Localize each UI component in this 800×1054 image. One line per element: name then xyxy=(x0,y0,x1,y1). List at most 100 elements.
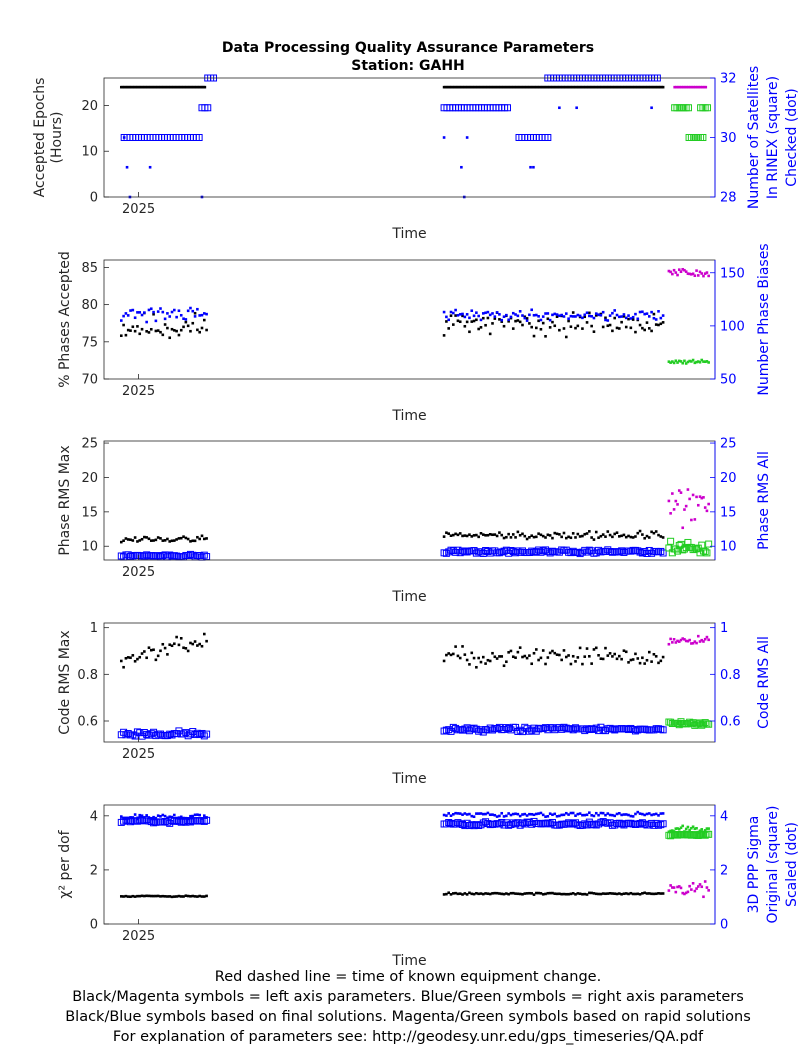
panel-5-series-4-point xyxy=(468,891,471,895)
panel-3-series-1-point xyxy=(147,537,151,541)
panel-2-series-3-point xyxy=(445,320,448,323)
panel-1-series-1-point xyxy=(657,85,661,89)
panel-3-series-3-point xyxy=(638,529,642,533)
panel-1-series-1-point xyxy=(643,85,646,89)
panel-2-series-2-point xyxy=(202,312,206,315)
panel-2-series-2-point xyxy=(186,309,190,313)
panel-1-series-1-point xyxy=(620,85,623,89)
panel-1-series-1-point xyxy=(591,85,594,89)
panel-4-series-3-point xyxy=(581,662,584,666)
panel-5-series-6-point xyxy=(488,813,492,816)
panel-5-series-4-point xyxy=(442,893,446,896)
panel-5-series-7-point xyxy=(679,886,683,890)
panel-5-series-6-point xyxy=(449,814,453,817)
panel-2-series-4-point xyxy=(581,316,584,320)
panel-1-series-1-point xyxy=(173,85,176,89)
panel-1-series-1-point xyxy=(635,85,639,89)
panel-5-series-3-point xyxy=(166,816,169,820)
panel-3-series-3-point xyxy=(539,533,543,537)
panel-4-series-4-point xyxy=(622,725,630,733)
panel-5-series-6-point xyxy=(643,813,646,817)
panel-5-series-1-point xyxy=(166,895,169,898)
panel-4-series-3-point xyxy=(488,659,492,663)
panel-2-series-4-point xyxy=(576,313,580,317)
panel-4-series-1-point xyxy=(200,644,204,648)
panel-5-series-5-point xyxy=(484,820,492,828)
panel-2-series-3-point xyxy=(567,319,570,323)
panel-4-series-3-point xyxy=(475,665,478,669)
panel-5-series-4-point xyxy=(650,892,653,896)
panel-2-series-6-point xyxy=(702,360,705,363)
panel-3-series-2-point xyxy=(147,552,155,560)
panel-5-series-4-point xyxy=(560,892,563,896)
panel-2-series-4-point xyxy=(461,312,464,316)
panel-2-series-4-point xyxy=(647,315,651,318)
panel-5-series-9-point xyxy=(683,830,686,833)
panel-5-series-4-point xyxy=(548,891,552,895)
panel-5-series-2-point xyxy=(117,818,125,826)
panel-3-series-6-point xyxy=(701,548,709,556)
panel-1-series-2-point xyxy=(544,134,552,141)
panel-4-series-2-point xyxy=(193,729,201,737)
panel-5-series-5-point xyxy=(657,821,665,829)
panel-5-series-1-point xyxy=(198,894,201,898)
panel-4-series-2-point xyxy=(191,731,199,739)
panel-5-series-1-point xyxy=(163,895,167,898)
panel-2-series-4-point xyxy=(548,318,552,322)
panel-5-series-4-point xyxy=(493,891,497,895)
panel-5-series-5-point xyxy=(655,821,663,829)
panel-4-series-1-point xyxy=(129,656,132,660)
panel-1-series-1-point xyxy=(630,85,633,89)
panel-5-series-5-point xyxy=(491,820,499,828)
panel-1-series-1-point xyxy=(164,85,168,89)
panel-4-series-2-point xyxy=(203,730,211,738)
panel-5-series-3-point xyxy=(170,815,174,819)
panel-3-series-2-point xyxy=(117,552,125,560)
panel-3-series-4-point xyxy=(486,549,494,557)
panel-2-series-4-point xyxy=(564,312,568,315)
panel-5-series-6-point xyxy=(597,813,600,817)
panel-5-series-4-point xyxy=(611,892,614,895)
panel-2-series-5-point xyxy=(703,272,707,275)
panel-1-series-1-point xyxy=(550,85,554,89)
panel-1-series-1-point xyxy=(137,85,140,89)
panel-1-right-label: Number of Satellites xyxy=(746,66,762,209)
panel-4-series-3-point xyxy=(594,646,598,650)
panel-2-series-2-point xyxy=(133,316,137,320)
panel-2-right-tick-label: 50 xyxy=(720,373,737,388)
panel-4-series-4-point xyxy=(544,726,552,734)
panel-3-series-4-point xyxy=(657,547,665,555)
panel-5-series-6-point xyxy=(652,813,656,816)
panel-4-series-4-point xyxy=(442,726,450,734)
panel-4-series-4-point xyxy=(452,724,460,732)
panel-1-series-1-point xyxy=(555,85,558,89)
panel-3-series-3-point xyxy=(555,532,559,536)
panel-5-series-3-point xyxy=(175,816,178,820)
panel-3-series-1-point xyxy=(184,536,188,540)
panel-3-series-5-point xyxy=(690,518,693,522)
panel-4-series-3-point xyxy=(643,662,646,665)
panel-5-series-4-point xyxy=(491,892,494,895)
panel-5-series-4-point xyxy=(486,892,490,895)
panel-1-series-1-point xyxy=(444,85,447,89)
panel-1-series-1-point xyxy=(517,85,521,89)
panel-3-series-4-point xyxy=(618,547,626,555)
panel-4-series-5-point xyxy=(695,641,698,645)
panel-2-series-1-point xyxy=(189,329,192,333)
panel-1-series-1-point xyxy=(477,85,480,89)
panel-1-series-1-point xyxy=(157,85,161,89)
panel-3-series-3-point xyxy=(495,534,499,538)
panel-2-series-3-point xyxy=(507,320,510,323)
panel-1-series-2-point xyxy=(503,104,511,112)
panel-1-series-1-point xyxy=(637,85,640,89)
panel-1-series-1-point xyxy=(537,85,541,89)
panel-3-series-3-point xyxy=(567,535,570,539)
panel-5-series-7-point xyxy=(672,886,676,889)
panel-5-series-4-point xyxy=(477,892,480,896)
panel-3-series-3-point xyxy=(458,532,462,535)
panel-4-series-4-point xyxy=(449,723,457,731)
panel-2-series-4-point xyxy=(463,315,467,319)
panel-1-series-1-point xyxy=(161,85,165,89)
panel-4-series-2-point xyxy=(143,730,151,738)
panel-5-series-6-point xyxy=(657,814,660,817)
